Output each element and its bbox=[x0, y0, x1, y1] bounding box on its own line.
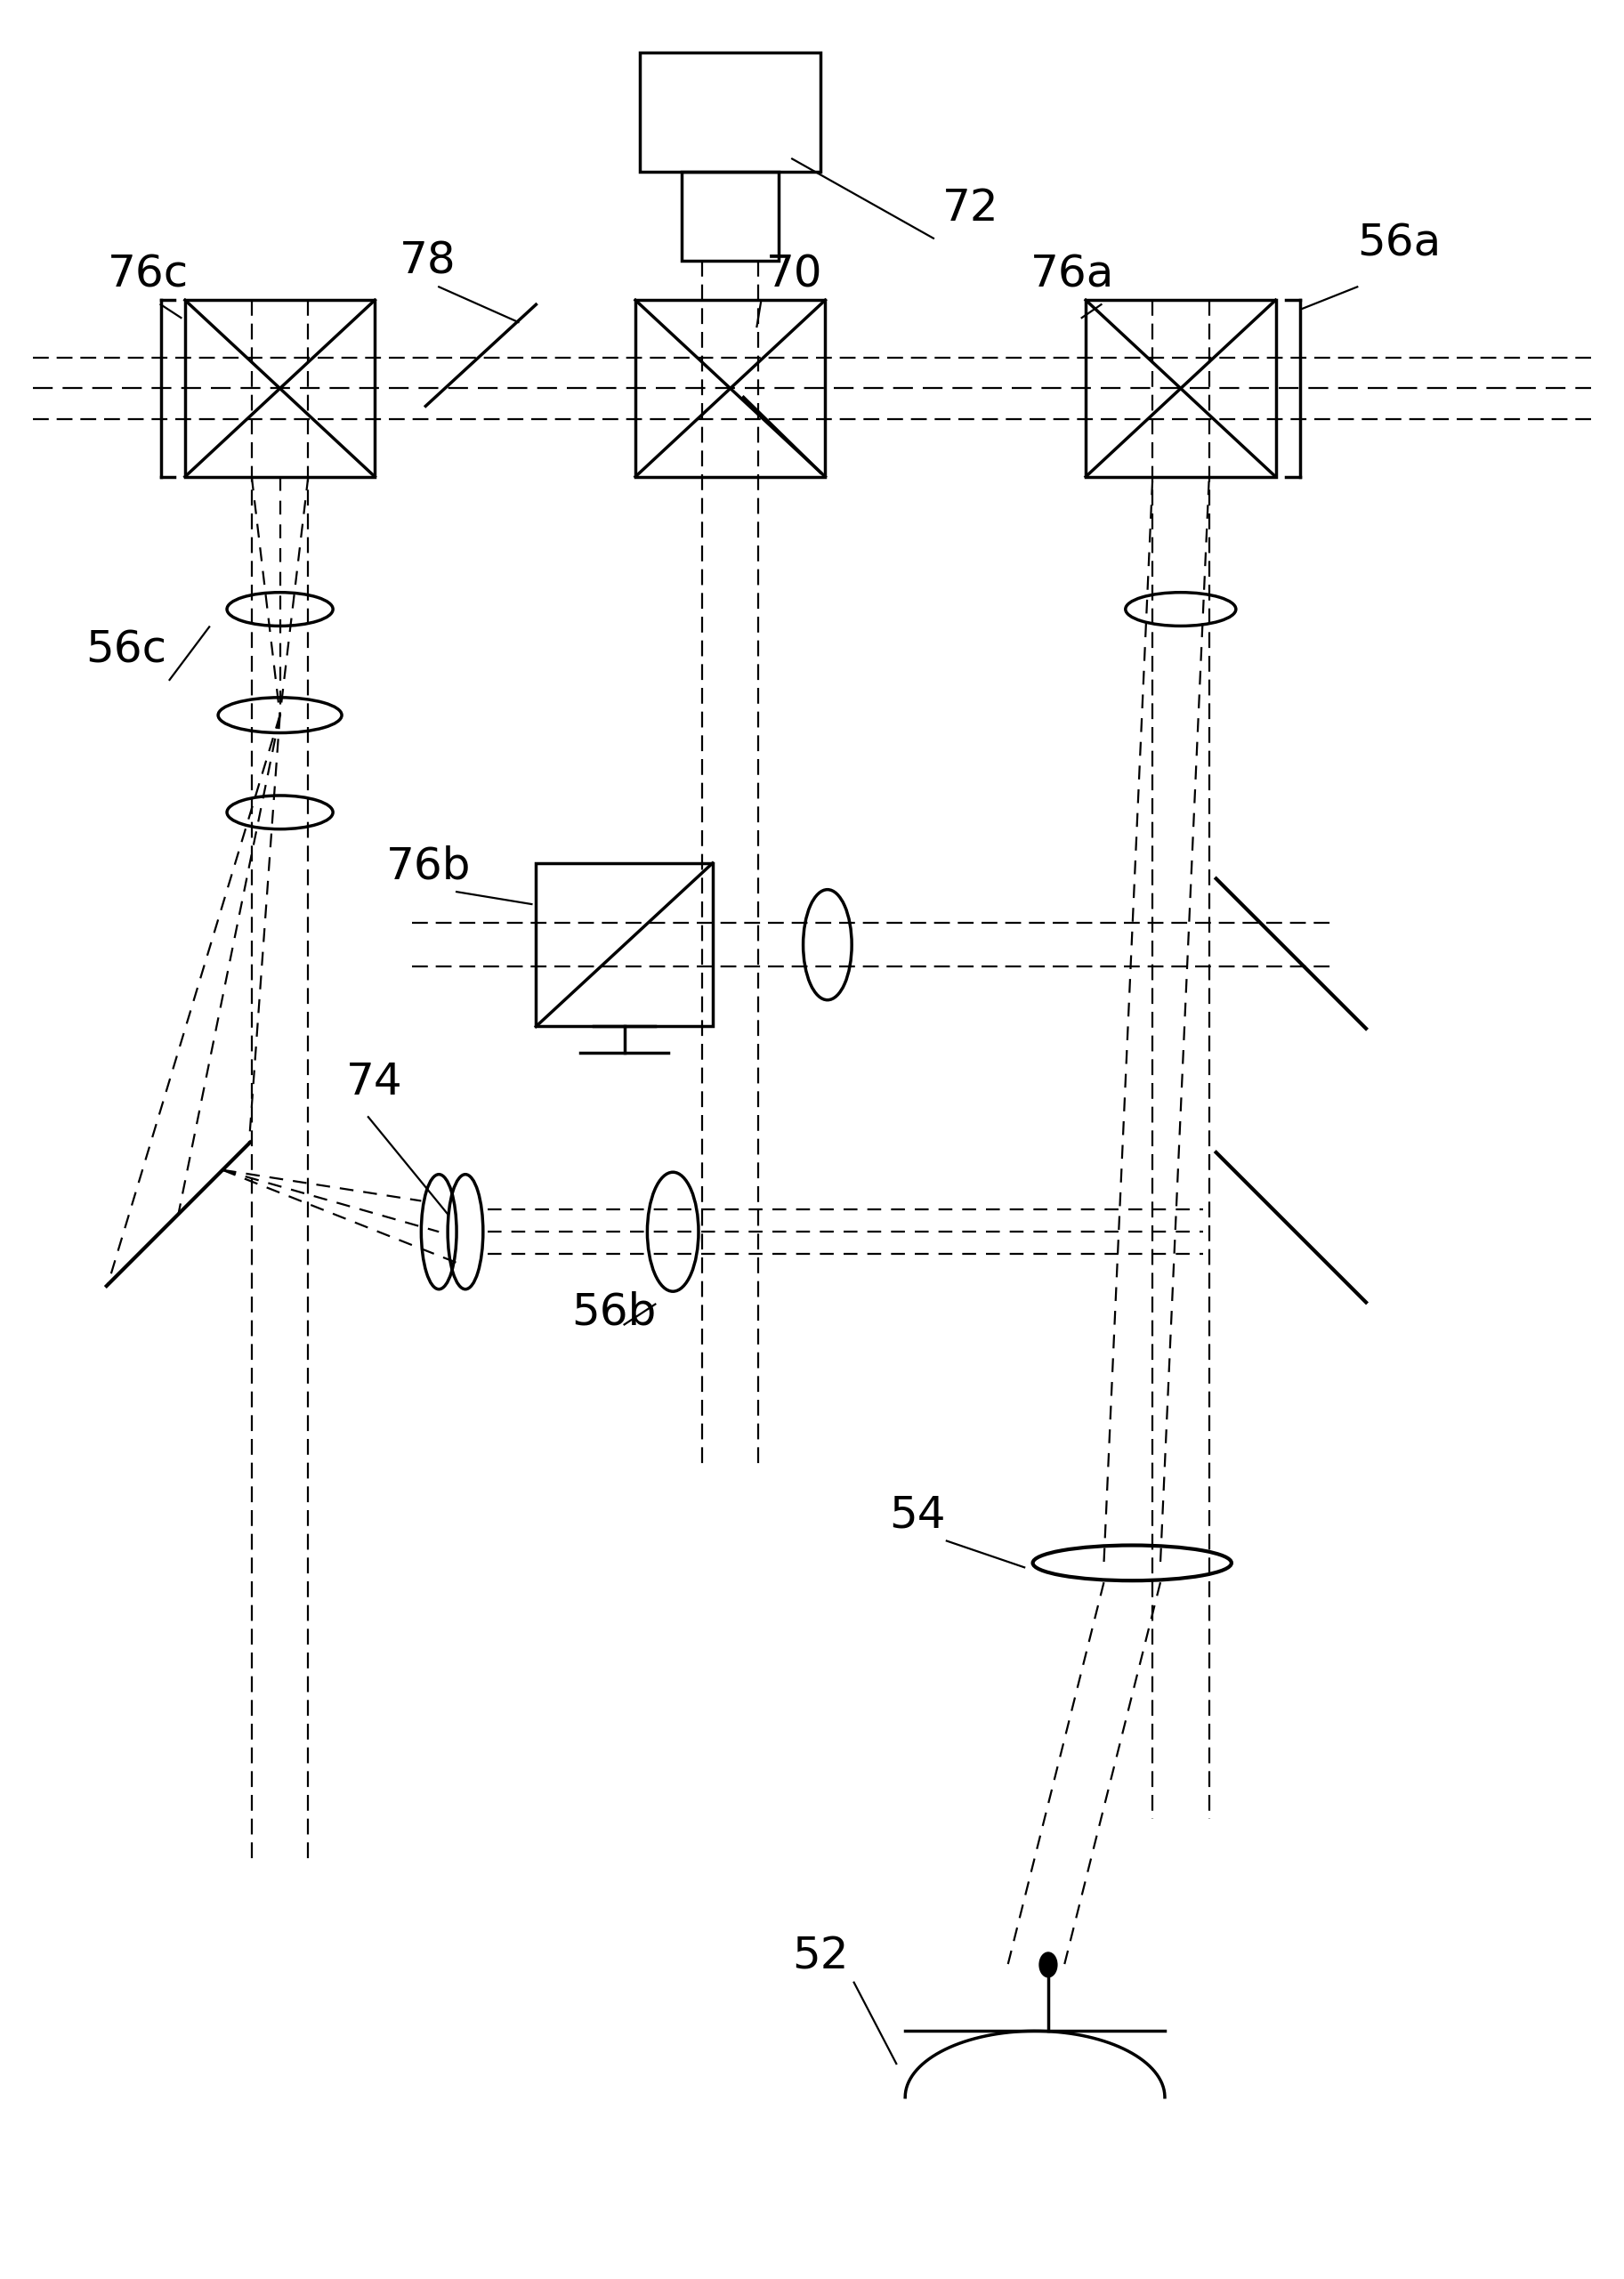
Ellipse shape bbox=[1039, 1953, 1057, 1978]
Text: 76b: 76b bbox=[387, 846, 471, 887]
Text: 72: 72 bbox=[942, 187, 999, 230]
Text: 54: 54 bbox=[890, 1493, 945, 1536]
Text: 56a: 56a bbox=[1358, 221, 1440, 264]
Text: 56c: 56c bbox=[86, 629, 167, 670]
Text: 52: 52 bbox=[793, 1935, 849, 1978]
Text: 56b: 56b bbox=[572, 1290, 656, 1333]
Text: 76a: 76a bbox=[1031, 253, 1114, 296]
Text: 76c: 76c bbox=[107, 253, 188, 296]
Text: 70: 70 bbox=[765, 253, 822, 296]
Text: 74: 74 bbox=[346, 1062, 403, 1103]
Text: 78: 78 bbox=[400, 239, 456, 283]
